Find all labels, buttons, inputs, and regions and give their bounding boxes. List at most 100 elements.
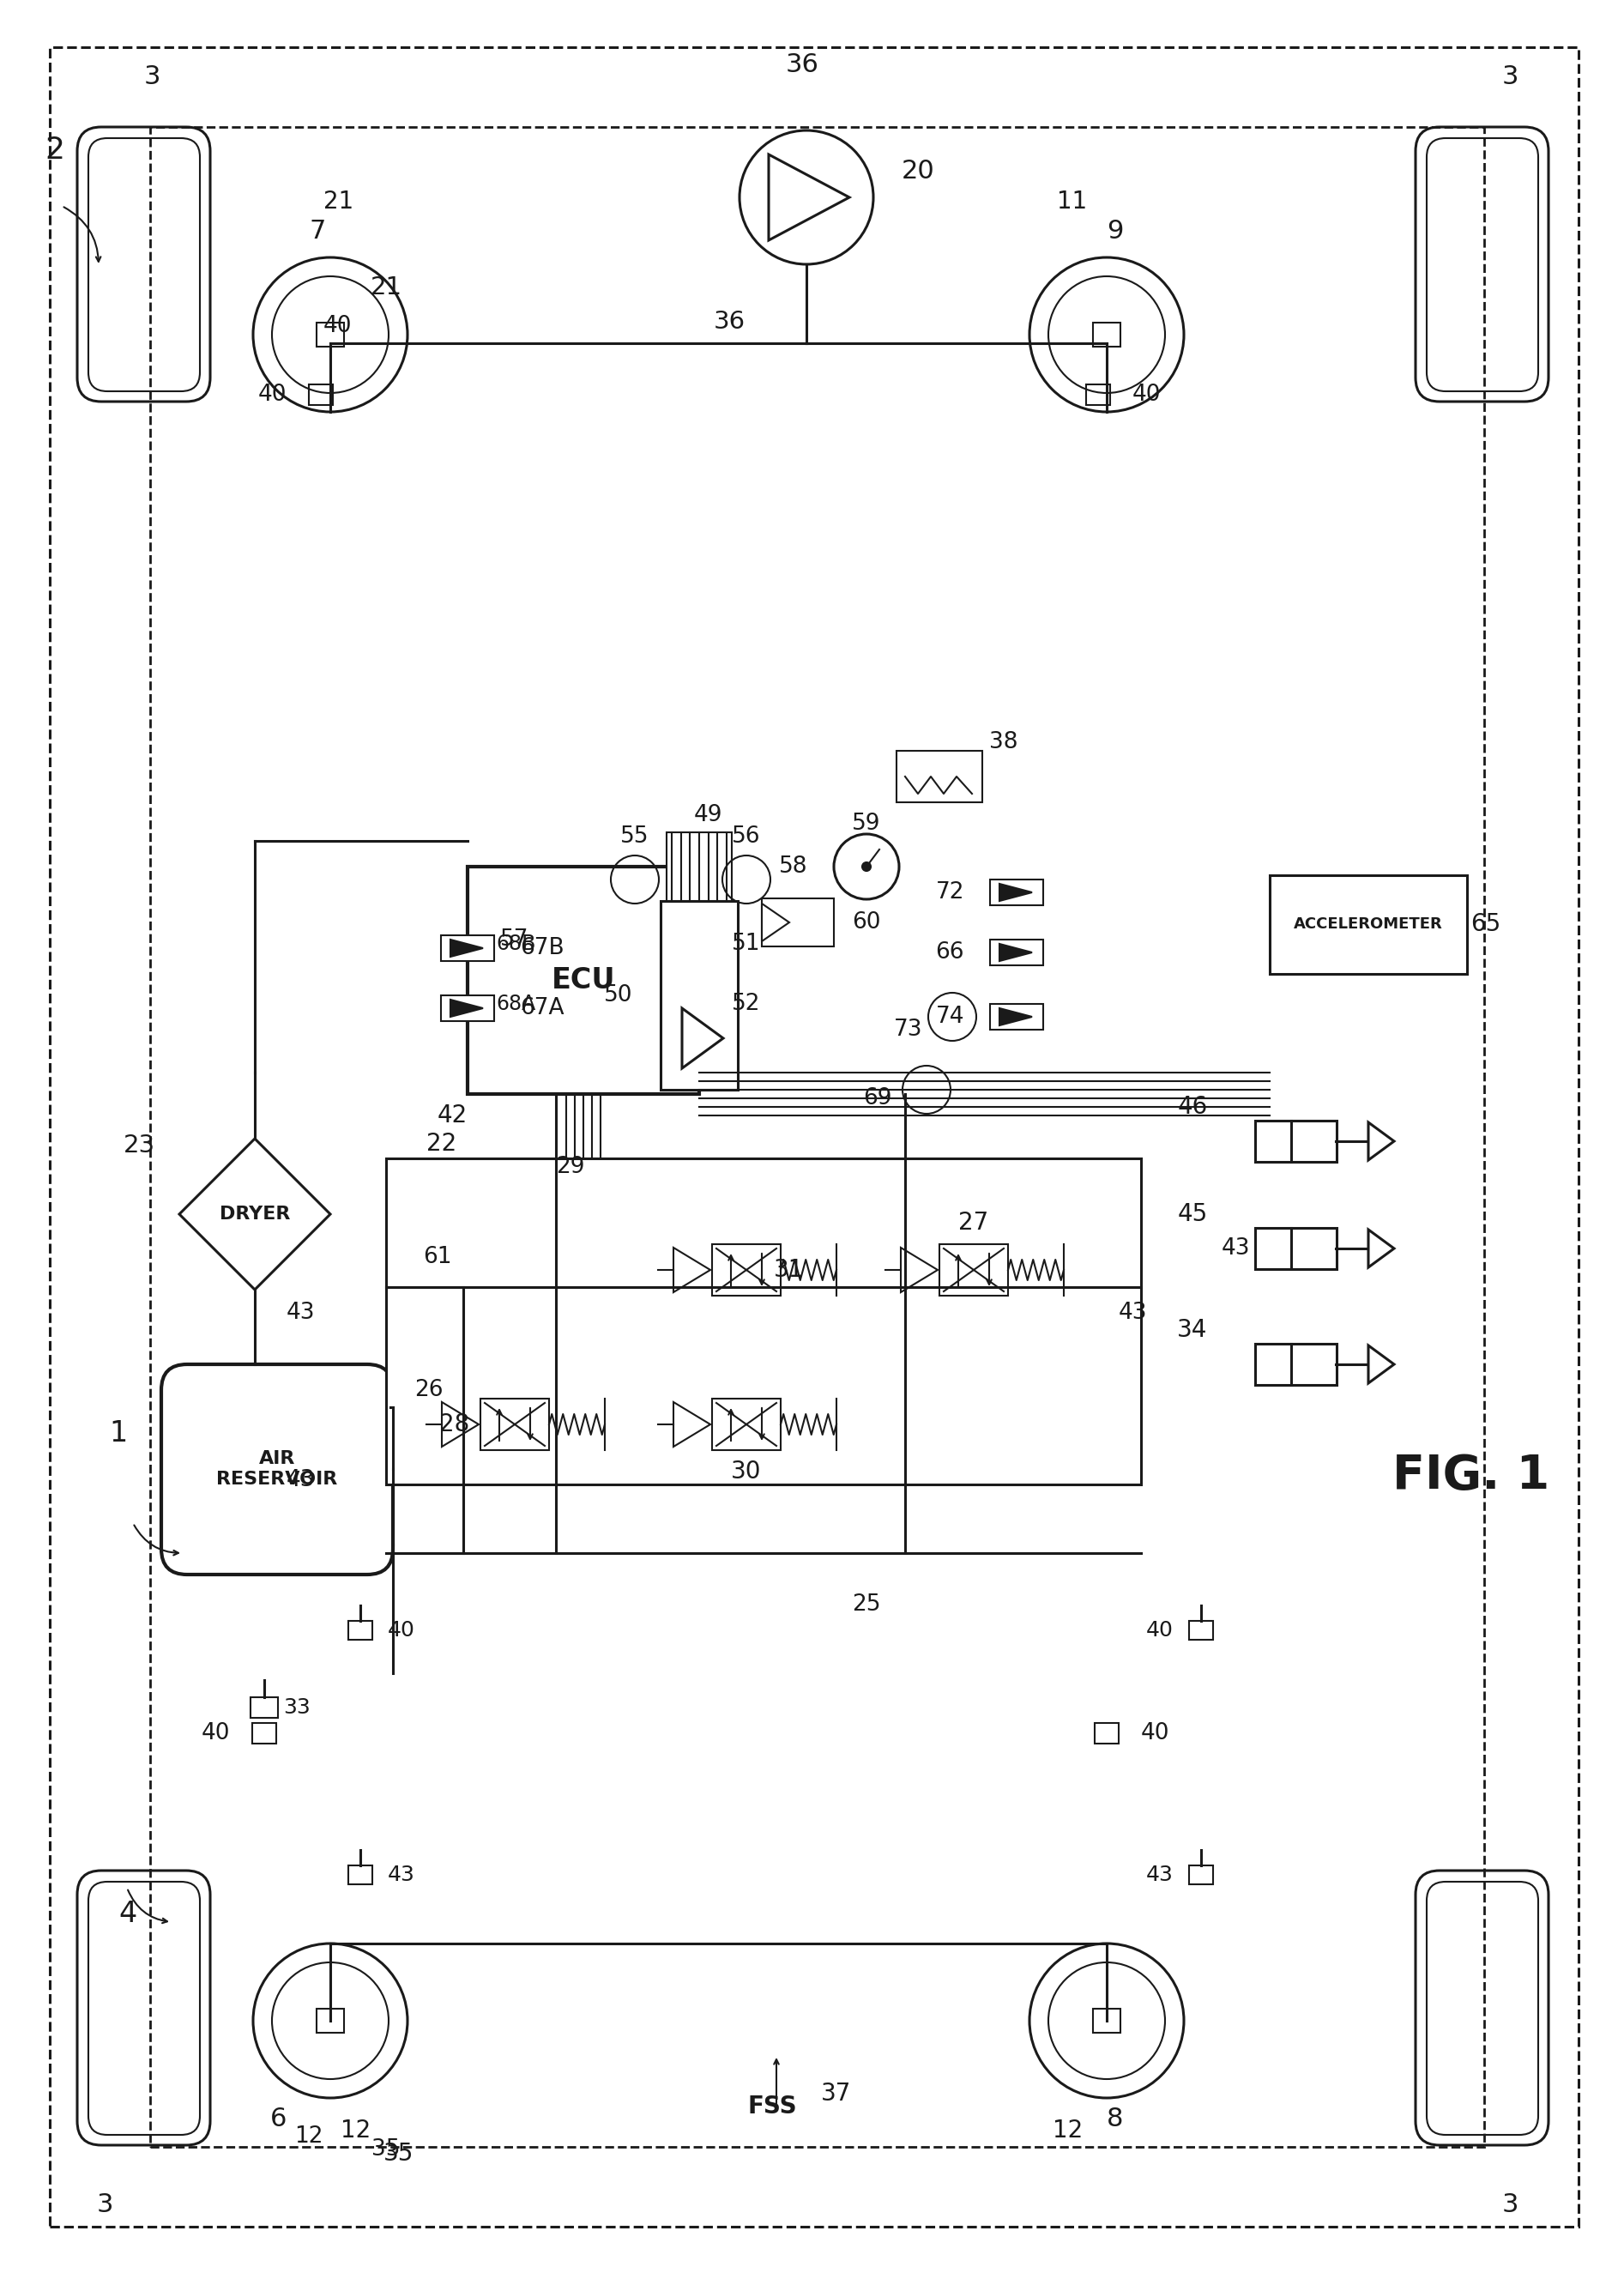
Bar [481,1398,549,1450]
Text: 43: 43 [1117,1302,1147,1323]
Text: 2: 2 [44,136,65,164]
Text: 67B: 67B [520,936,564,959]
Polygon shape [999,884,1031,900]
Bar [991,1005,1043,1030]
Text: 34: 34 [1177,1318,1208,1341]
Text: 55: 55 [620,825,650,848]
Text: FIG. 1: FIG. 1 [1393,1452,1549,1498]
Text: ACCELEROMETER: ACCELEROMETER [1294,916,1442,932]
Text: 67A: 67A [520,998,564,1018]
Text: AIR
RESERVOIR: AIR RESERVOIR [216,1450,338,1487]
Bar [442,996,494,1021]
Text: 37: 37 [822,2082,851,2105]
Bar [1093,2009,1121,2032]
Text: 73: 73 [893,1018,922,1041]
Text: 25: 25 [853,1593,880,1616]
Text: 6: 6 [271,2107,287,2132]
Polygon shape [674,1248,710,1293]
Text: 40: 40 [258,384,286,407]
Text: 35: 35 [372,2139,401,2162]
Text: 56: 56 [732,825,760,848]
Text: 40: 40 [1132,384,1161,407]
Bar [1189,1866,1213,1884]
Bar [1270,875,1466,973]
Text: 61: 61 [424,1246,451,1268]
Text: 43: 43 [286,1468,315,1491]
Bar [317,323,344,348]
Text: 65: 65 [1471,911,1501,936]
Text: 20: 20 [901,159,934,184]
Text: 40: 40 [388,1621,416,1641]
Text: 29: 29 [555,1155,585,1177]
Text: 12: 12 [341,2118,372,2143]
Bar [387,1159,1142,1484]
Text: 11: 11 [1057,189,1088,214]
Bar [1255,1121,1337,1162]
Bar [442,934,494,961]
Text: 22: 22 [427,1132,456,1155]
Bar [1086,384,1111,405]
Text: 27: 27 [958,1212,989,1234]
Bar [468,866,700,1093]
Polygon shape [450,1000,482,1016]
Text: 7: 7 [309,218,326,243]
Bar [991,939,1043,966]
Text: 50: 50 [604,984,632,1007]
Text: 68A: 68A [497,993,536,1014]
Polygon shape [999,943,1031,961]
Text: 3: 3 [1502,2193,1518,2218]
Text: 26: 26 [414,1380,443,1400]
Bar [250,1698,278,1718]
Text: 23: 23 [123,1134,154,1157]
Text: 31: 31 [775,1257,804,1282]
Bar [149,127,1484,2148]
Text: 46: 46 [1177,1096,1208,1118]
Text: 21: 21 [323,189,354,214]
Text: DRYER: DRYER [219,1205,291,1223]
Bar [1255,1227,1337,1268]
Text: FSS: FSS [747,2093,797,2118]
Bar [896,750,983,802]
Text: 36: 36 [713,309,745,334]
Bar [661,900,737,1089]
Text: 38: 38 [989,732,1018,752]
Polygon shape [450,939,482,957]
Bar [1093,323,1121,348]
Text: 66: 66 [935,941,965,964]
Text: 68B: 68B [497,934,536,955]
Text: 33: 33 [283,1698,310,1718]
Polygon shape [768,155,849,241]
Bar [348,1621,372,1639]
Text: 43: 43 [1221,1237,1250,1259]
Polygon shape [762,905,789,941]
Text: 42: 42 [437,1102,468,1127]
Polygon shape [999,1009,1031,1025]
Text: 40: 40 [201,1723,231,1743]
Text: 57: 57 [500,927,529,950]
Bar [1189,1621,1213,1639]
Polygon shape [179,1139,330,1289]
Bar [252,1723,276,1743]
Polygon shape [1369,1123,1393,1159]
Text: 12: 12 [1052,2118,1083,2143]
Text: 59: 59 [853,811,880,834]
FancyBboxPatch shape [161,1364,393,1575]
Text: 52: 52 [732,993,760,1016]
Text: 8: 8 [1108,2107,1124,2132]
Text: 30: 30 [731,1459,762,1484]
Bar [939,1243,1009,1296]
Bar [666,832,732,900]
Text: 3: 3 [1502,66,1518,89]
Text: 35: 35 [383,2141,414,2166]
Text: ECU: ECU [552,966,615,993]
Bar [762,898,833,946]
Text: 60: 60 [853,911,880,934]
Bar [317,2009,344,2032]
Polygon shape [1369,1346,1393,1384]
Bar [991,880,1043,905]
Polygon shape [1369,1230,1393,1268]
Text: 21: 21 [370,275,403,300]
Text: 1: 1 [109,1418,128,1448]
Text: 28: 28 [440,1412,469,1437]
Text: 4: 4 [119,1900,136,1928]
